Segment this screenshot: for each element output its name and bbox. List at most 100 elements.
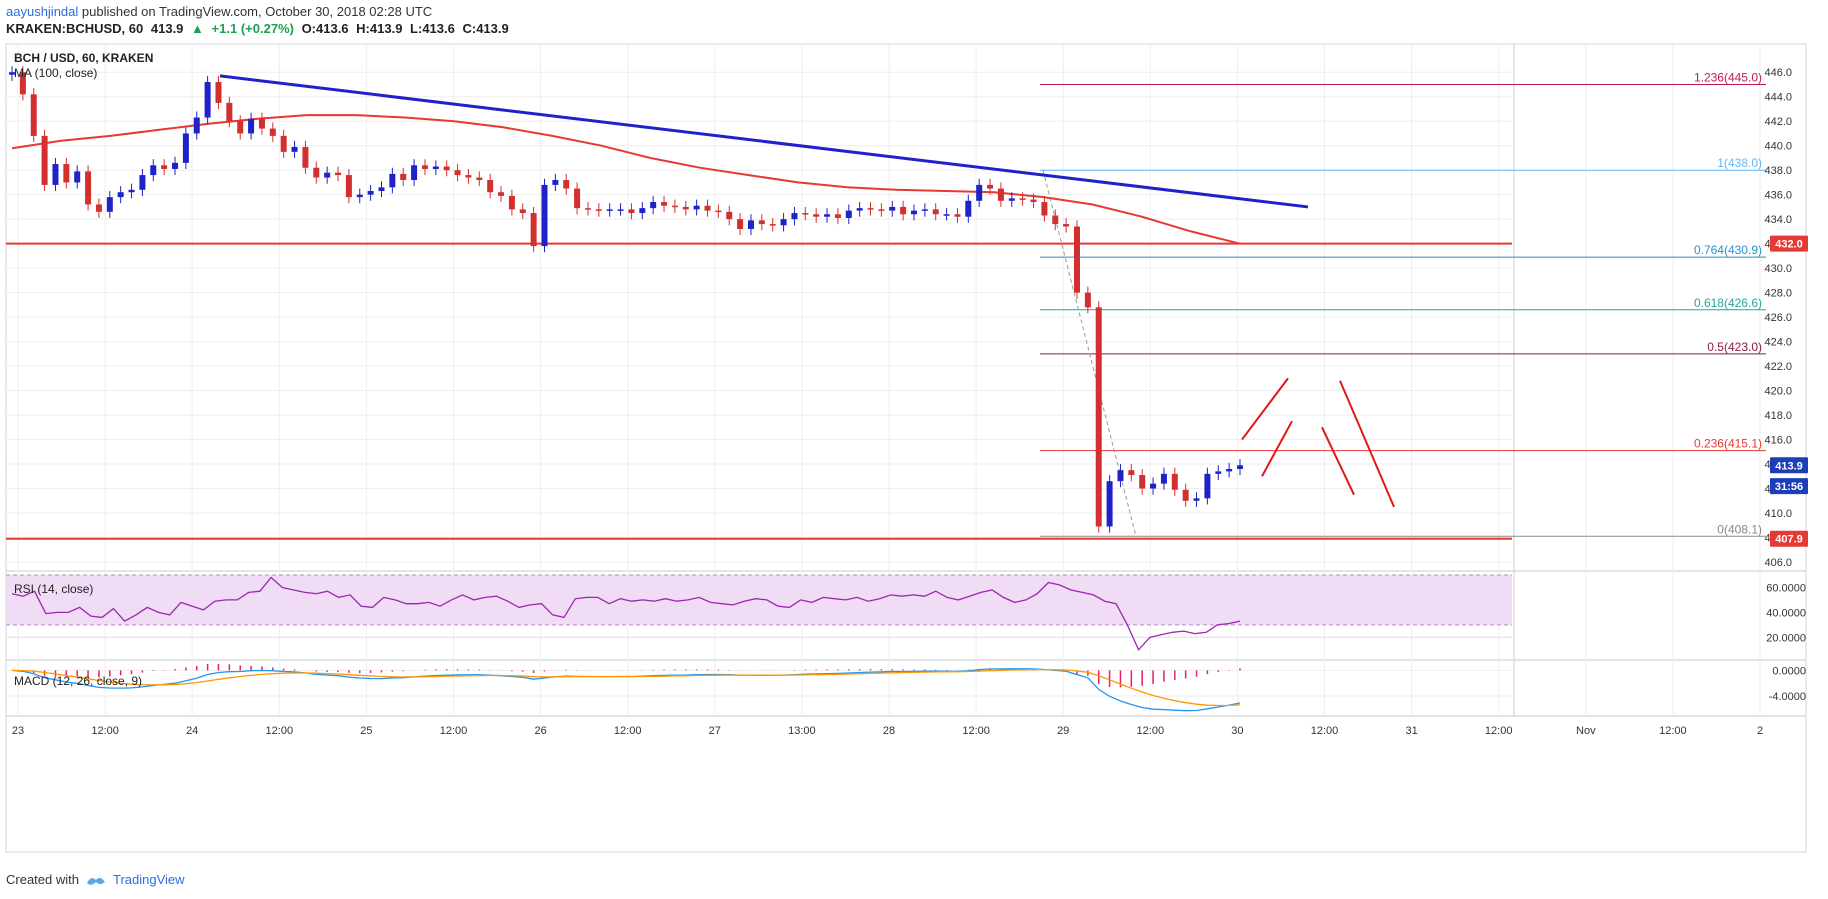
scenario-line [1261,420,1293,477]
tradingview-link[interactable]: TradingView [112,872,185,887]
candle [552,179,559,185]
rsi-tick-label: 60.0000 [1766,582,1806,594]
created-with-text: Created with [6,872,79,887]
candle [530,213,537,247]
y-tick-label: 440.0 [1764,141,1792,153]
price-label-box [1770,235,1808,252]
candle [954,214,961,217]
candle [932,209,939,215]
candle [574,188,581,209]
rsi-tick-label: 20.0000 [1766,632,1806,644]
candle [1008,198,1015,201]
candle [758,220,765,225]
candle [389,173,396,188]
scenario-line [1339,380,1395,508]
ma-line [11,114,1241,245]
published-text: published on TradingView.com, October 30… [81,4,433,19]
candle [563,179,570,189]
x-tick-label: 12:00 [440,725,468,737]
candle [1052,215,1059,225]
x-tick-label: 13:00 [788,725,816,737]
tradingview-logo-icon [86,877,105,885]
candle [258,118,265,129]
chart-title: BCH / USD, 60, KRAKEN [14,51,153,65]
candle [704,205,711,211]
candle [650,202,657,209]
y-tick-label: 418.0 [1764,410,1792,422]
candle [400,173,407,180]
y-tick-label: 444.0 [1764,92,1792,104]
price-label: 31:56 [1775,481,1803,493]
candle [367,191,374,195]
candle [443,166,450,171]
candle [921,209,928,211]
candle [1128,470,1135,476]
candle [541,184,548,247]
macd-tick-label: -4.0000 [1769,691,1806,703]
signal-line [11,668,1241,707]
candle [85,171,92,205]
candle [9,72,15,75]
x-tick-label: 2 [1757,725,1763,737]
candle [661,202,668,206]
x-tick-label: 26 [534,725,546,737]
candle [476,177,483,180]
scenario-line [1321,426,1355,496]
candle [682,206,689,210]
candle [248,118,255,134]
candle [269,128,276,136]
candle [628,209,635,214]
x-tick-label: 28 [883,725,895,737]
candle [1019,198,1026,200]
x-tick-label: 12:00 [1137,725,1165,737]
candle [1182,489,1189,501]
symbol-label: KRAKEN:BCHUSD, 60 [6,21,144,36]
up-arrow-icon: ▲ [191,21,204,36]
fib-label: 1.236(445.0) [1694,70,1762,84]
candle [943,214,950,216]
candle [834,214,841,218]
candle [997,188,1004,201]
y-tick-label: 430.0 [1764,263,1792,275]
candle [161,165,168,169]
rsi-tick-label: 40.0000 [1766,607,1806,619]
candle [508,195,515,210]
x-tick-label: 29 [1057,725,1069,737]
ma-legend: MA (100, close) [14,66,97,80]
rsi-line [11,576,1241,651]
candle [1063,224,1070,227]
open-value: O:413.6 [301,21,349,36]
candle [356,194,363,198]
fib-label: 0.236(415.1) [1694,437,1762,451]
price-chart[interactable]: 1.236(445.0) 1(438.0) 0.764(430.9) 0.618(42… [0,40,1828,870]
candle [1106,481,1113,527]
price-label-box [1770,530,1808,547]
candle [671,205,678,208]
candle [1030,199,1037,203]
price-label-box [1770,478,1808,495]
chart-frame [5,43,1807,853]
candle [1237,465,1243,469]
candle [95,204,102,212]
candle [411,165,418,180]
candle [128,189,135,193]
y-tick-label: 426.0 [1764,312,1792,324]
author-link[interactable]: aayushjindal [6,4,79,19]
candle [215,82,222,103]
low-value: L:413.6 [410,21,455,36]
candle [606,209,613,211]
fib-label: 0(408.1) [1717,522,1762,536]
candle [617,209,624,211]
candle [780,219,787,226]
candle [150,165,157,176]
fib-label: 0.5(423.0) [1707,340,1762,354]
candle [639,208,646,214]
price-label: 413.9 [1775,460,1803,472]
candle [19,72,26,95]
x-tick-label: 12:00 [962,725,990,737]
candle [432,166,439,169]
candle [226,102,233,122]
y-tick-label: 442.0 [1764,116,1792,128]
candle [584,208,591,210]
x-tick-label: Nov [1576,725,1596,737]
